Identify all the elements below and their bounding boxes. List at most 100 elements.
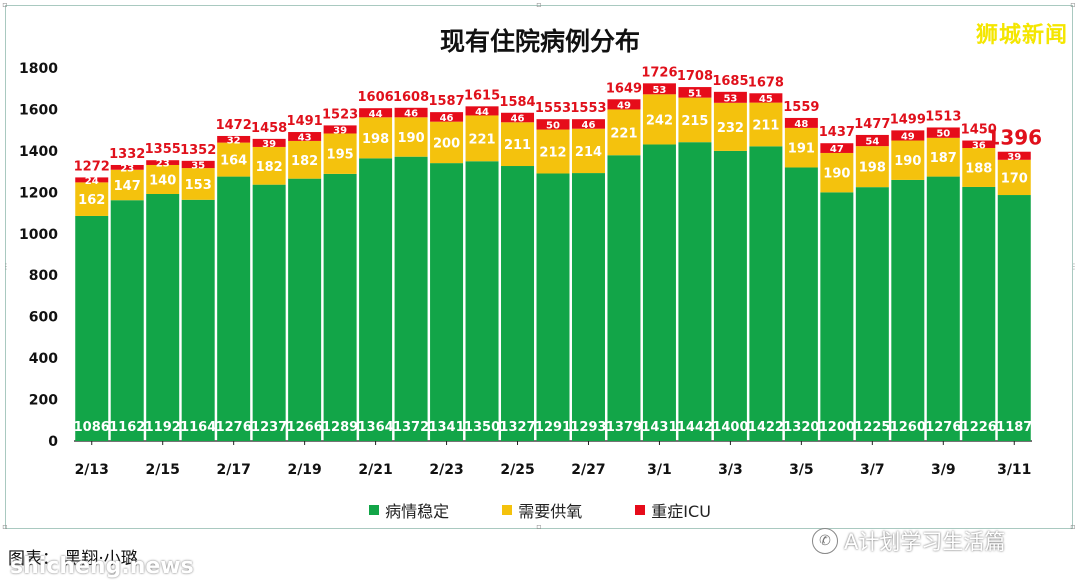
legend-swatch: [369, 505, 380, 515]
bar-segment-oxygen: [642, 94, 676, 145]
data-label-icu: 23: [120, 163, 134, 174]
bar-segment-stable: [217, 176, 251, 441]
legend-item-stable: 病情稳定: [369, 498, 449, 522]
bar-segment-oxygen: [749, 102, 783, 147]
bar-segment-icu: [430, 112, 464, 122]
x-tick-label: 2/19: [287, 462, 321, 478]
data-label-oxygen: 140: [149, 173, 176, 188]
resize-handle[interactable]: ▫: [536, 0, 542, 9]
data-label-stable: 1164: [180, 420, 216, 435]
data-label-icu: 49: [617, 100, 631, 111]
data-label-total: 1352: [180, 143, 216, 158]
legend-swatch: [635, 505, 646, 515]
data-label-oxygen: 182: [256, 160, 283, 175]
bar-segment-stable: [820, 192, 854, 441]
bar-segment-stable: [891, 179, 925, 441]
x-tick-label: 2/17: [216, 462, 250, 478]
data-label-stable: 1225: [854, 420, 890, 435]
data-label-stable: 1260: [890, 420, 926, 435]
data-label-icu: 39: [1007, 152, 1021, 163]
y-tick-label: 200: [29, 393, 58, 409]
data-label-stable: 1200: [819, 420, 855, 435]
data-label-icu: 53: [723, 93, 737, 104]
bar-segment-icu: [642, 83, 676, 95]
chart-title: 现有住院病例分布: [439, 27, 640, 56]
data-label-stable: 1226: [961, 420, 997, 435]
data-label-icu: 44: [475, 107, 489, 118]
data-label-oxygen: 190: [398, 131, 425, 146]
data-label-oxygen: 153: [185, 178, 212, 193]
bar-segment-oxygen: [891, 140, 925, 180]
data-label-total: 1523: [322, 107, 358, 122]
resize-handle[interactable]: ▫: [2, 0, 8, 9]
x-tick-label: 2/13: [75, 462, 109, 478]
bar-segment-stable: [536, 173, 570, 441]
bar-segment-icu: [394, 107, 428, 118]
bar-segment-icu: [110, 164, 144, 170]
x-tick-label: 2/25: [500, 462, 534, 478]
data-label-icu: 39: [262, 139, 276, 150]
x-tick-label: 2/27: [571, 462, 605, 478]
bar-segment-oxygen: [217, 142, 251, 177]
data-label-oxygen: 211: [752, 118, 779, 133]
data-label-total: 1450: [961, 123, 997, 138]
bar-segment-icu: [962, 140, 996, 148]
y-tick-label: 1800: [19, 61, 58, 77]
resize-handle[interactable]: ▫: [1070, 0, 1076, 9]
data-label-icu: 48: [794, 119, 808, 130]
bar-segment-stable: [997, 195, 1031, 441]
y-tick-label: 400: [29, 351, 58, 367]
data-label-total: 1649: [606, 81, 642, 96]
data-label-total: 1553: [535, 101, 571, 116]
bar-segment-icu: [678, 87, 712, 98]
x-tick-label: 2/15: [146, 462, 180, 478]
data-label-stable: 1237: [251, 420, 287, 435]
data-label-stable: 1192: [145, 420, 181, 435]
data-label-icu: 50: [936, 129, 950, 140]
data-label-icu: 24: [85, 176, 99, 187]
y-tick-label: 600: [29, 310, 58, 326]
data-label-total: 1477: [854, 117, 890, 132]
bar-segment-stable: [323, 173, 357, 441]
data-label-oxygen: 187: [930, 151, 957, 166]
data-label-icu: 46: [404, 109, 418, 120]
bar-segment-stable: [75, 215, 109, 441]
bar-segment-oxygen: [997, 159, 1031, 196]
bar-segment-icu: [607, 99, 641, 110]
resize-handle[interactable]: ▫: [1070, 522, 1076, 531]
bar-segment-icu: [323, 125, 357, 134]
x-tick-label: 3/5: [789, 462, 814, 478]
bar-segment-stable: [252, 184, 286, 441]
bar-segment-oxygen: [926, 137, 960, 177]
data-label-oxygen: 211: [504, 138, 531, 153]
bar-segment-stable: [359, 158, 393, 442]
data-label-icu: 45: [759, 94, 773, 105]
bar-segment-oxygen: [359, 117, 393, 159]
bar-segment-stable: [288, 178, 322, 441]
data-label-oxygen: 221: [610, 126, 637, 141]
data-label-total: 1458: [251, 121, 287, 136]
data-label-stable: 1293: [570, 420, 606, 435]
data-label-total: 1708: [677, 69, 713, 84]
data-label-stable: 1162: [109, 420, 145, 435]
data-label-stable: 1320: [783, 420, 819, 435]
x-tick-label: 3/9: [931, 462, 956, 478]
bar-segment-oxygen: [465, 115, 499, 162]
data-label-oxygen: 190: [823, 167, 850, 182]
data-label-stable: 1442: [677, 420, 713, 435]
data-label-oxygen: 215: [681, 114, 708, 129]
bar-segment-icu: [749, 93, 783, 103]
data-label-icu: 51: [688, 88, 702, 99]
resize-handle[interactable]: ⋮: [2, 262, 10, 271]
data-label-oxygen: 147: [114, 179, 141, 194]
resize-handle[interactable]: ▫: [536, 522, 542, 531]
data-label-total: 1606: [357, 90, 393, 105]
wechat-account: ✆ A计划学习生活篇: [812, 526, 1005, 556]
data-label-stable: 1422: [748, 420, 784, 435]
x-tick-label: 3/3: [718, 462, 743, 478]
data-label-icu: 49: [901, 131, 915, 142]
bar-segment-oxygen: [323, 133, 357, 174]
data-label-icu: 46: [582, 120, 596, 131]
resize-handle[interactable]: ⋮: [1070, 262, 1078, 271]
resize-handle[interactable]: ▫: [2, 522, 8, 531]
